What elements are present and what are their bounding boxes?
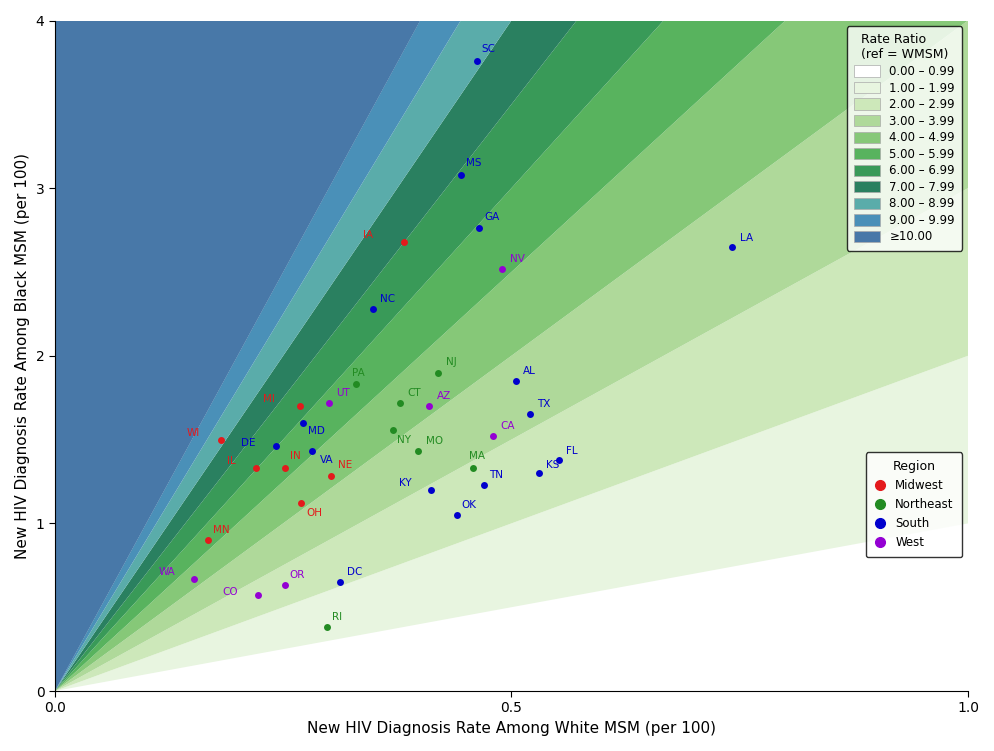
Text: UT: UT — [336, 388, 350, 398]
Polygon shape — [55, 20, 968, 691]
Polygon shape — [55, 20, 968, 691]
Text: TX: TX — [537, 400, 551, 409]
Text: NC: NC — [380, 294, 395, 304]
Text: IL: IL — [227, 457, 236, 466]
X-axis label: New HIV Diagnosis Rate Among White MSM (per 100): New HIV Diagnosis Rate Among White MSM (… — [307, 721, 716, 736]
Polygon shape — [55, 356, 968, 691]
Polygon shape — [55, 20, 968, 691]
Text: SC: SC — [481, 44, 495, 54]
Text: CT: CT — [408, 388, 420, 398]
Text: IN: IN — [289, 451, 300, 461]
Text: CO: CO — [223, 587, 239, 597]
Polygon shape — [55, 20, 968, 691]
Text: RI: RI — [332, 612, 342, 623]
Text: IA: IA — [363, 230, 373, 240]
Text: WA: WA — [159, 567, 176, 577]
Text: GA: GA — [484, 212, 499, 222]
Text: AZ: AZ — [436, 391, 451, 401]
Polygon shape — [55, 20, 968, 691]
Text: TN: TN — [489, 470, 503, 480]
Polygon shape — [55, 189, 968, 691]
Text: MN: MN — [213, 525, 230, 535]
Polygon shape — [55, 20, 968, 691]
Text: KY: KY — [400, 478, 412, 488]
Polygon shape — [55, 20, 968, 691]
Y-axis label: New HIV Diagnosis Rate Among Black MSM (per 100): New HIV Diagnosis Rate Among Black MSM (… — [15, 152, 30, 559]
Text: MD: MD — [308, 427, 325, 436]
Polygon shape — [55, 523, 968, 691]
Legend: Midwest, Northeast, South, West: Midwest, Northeast, South, West — [866, 452, 962, 557]
Text: MI: MI — [263, 394, 275, 404]
Text: NE: NE — [338, 460, 352, 470]
Text: OR: OR — [289, 571, 305, 581]
Text: NY: NY — [398, 435, 412, 445]
Polygon shape — [55, 20, 968, 691]
Text: LA: LA — [740, 234, 752, 243]
Text: WI: WI — [186, 428, 200, 438]
Text: MO: MO — [425, 436, 442, 446]
Text: FL: FL — [567, 446, 578, 457]
Text: MA: MA — [468, 451, 484, 461]
Text: MS: MS — [466, 158, 481, 168]
Text: DC: DC — [347, 567, 363, 577]
Text: NV: NV — [510, 254, 525, 264]
Text: OH: OH — [306, 508, 322, 518]
Text: VA: VA — [320, 454, 333, 465]
Text: OK: OK — [461, 500, 476, 510]
Text: AL: AL — [523, 366, 536, 376]
Text: NJ: NJ — [445, 357, 456, 367]
Text: CA: CA — [500, 421, 515, 431]
Text: KS: KS — [546, 460, 560, 470]
Text: DE: DE — [242, 438, 255, 448]
Text: PA: PA — [352, 367, 365, 378]
